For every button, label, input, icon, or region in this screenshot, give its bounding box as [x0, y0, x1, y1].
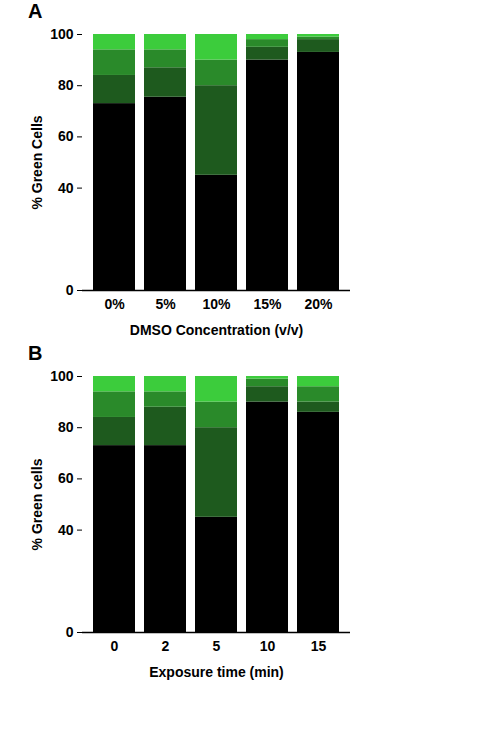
svg-text:60: 60: [58, 470, 74, 486]
svg-text:% Green cells: % Green cells: [29, 458, 45, 550]
svg-text:% Green Cells: % Green Cells: [29, 115, 45, 209]
svg-text:15%: 15%: [253, 296, 282, 312]
html-text:B: B: [28, 342, 43, 364]
svg-text:10%: 10%: [202, 296, 231, 312]
svg-text:15: 15: [311, 638, 327, 654]
svg-text:0%: 0%: [104, 296, 125, 312]
svg-text:10: 10: [260, 638, 276, 654]
svg-text:5: 5: [213, 638, 221, 654]
svg-text:0: 0: [111, 638, 119, 654]
svg-text:DMSO Concentration (v/v): DMSO Concentration (v/v): [130, 322, 303, 338]
svg-text:0: 0: [66, 282, 74, 298]
svg-text:80: 80: [58, 77, 74, 93]
svg-text:100: 100: [50, 368, 74, 384]
svg-text:80: 80: [58, 419, 74, 435]
svg-text:20%: 20%: [304, 296, 333, 312]
svg-text:40: 40: [58, 522, 74, 538]
svg-text:100: 100: [50, 26, 74, 42]
svg-text:5%: 5%: [155, 296, 176, 312]
svg-text:2: 2: [162, 638, 170, 654]
svg-text:Exposure time (min): Exposure time (min): [149, 664, 284, 680]
svg-text:0: 0: [66, 624, 74, 640]
svg-text:60: 60: [58, 128, 74, 144]
html-text:A: A: [28, 0, 43, 22]
svg-text:40: 40: [58, 180, 74, 196]
